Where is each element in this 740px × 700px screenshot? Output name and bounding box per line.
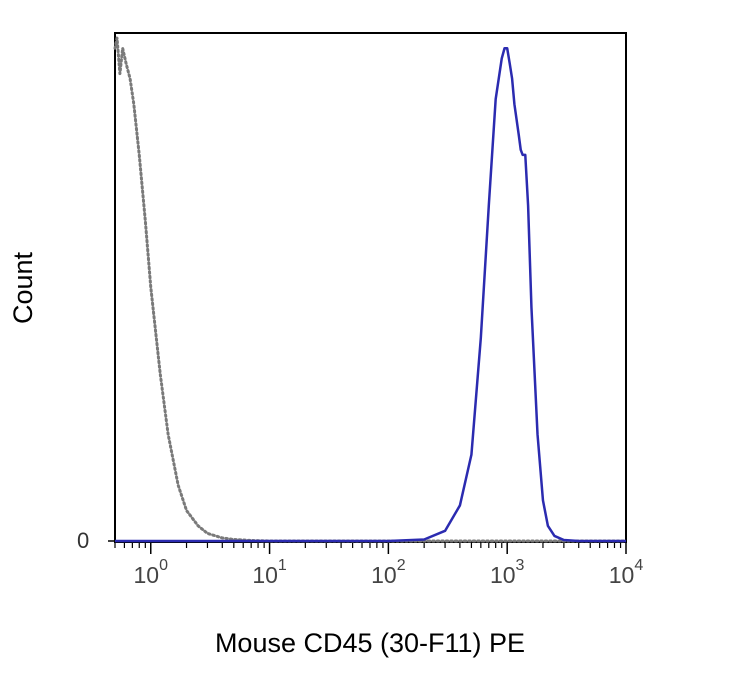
x-tick-label-4: 104 bbox=[609, 557, 644, 588]
series-layer bbox=[113, 36, 628, 543]
x-axis-title: Mouse CD45 (30-F11) PE bbox=[215, 628, 525, 658]
y-axis-title: Count bbox=[8, 251, 38, 324]
x-tick-label-3: 103 bbox=[490, 557, 525, 588]
x-tick-labels: 100 101 102 103 104 bbox=[134, 557, 644, 588]
stained-series-line bbox=[115, 46, 626, 543]
y-tick-label-0: 0 bbox=[77, 528, 89, 553]
x-tick-label-0: 100 bbox=[134, 557, 169, 588]
x-major-ticks bbox=[150, 541, 627, 554]
x-tick-label-2: 102 bbox=[371, 557, 406, 588]
x-tick-label-1: 101 bbox=[252, 557, 287, 588]
plot-frame bbox=[114, 32, 627, 543]
control-series-line bbox=[113, 36, 628, 543]
